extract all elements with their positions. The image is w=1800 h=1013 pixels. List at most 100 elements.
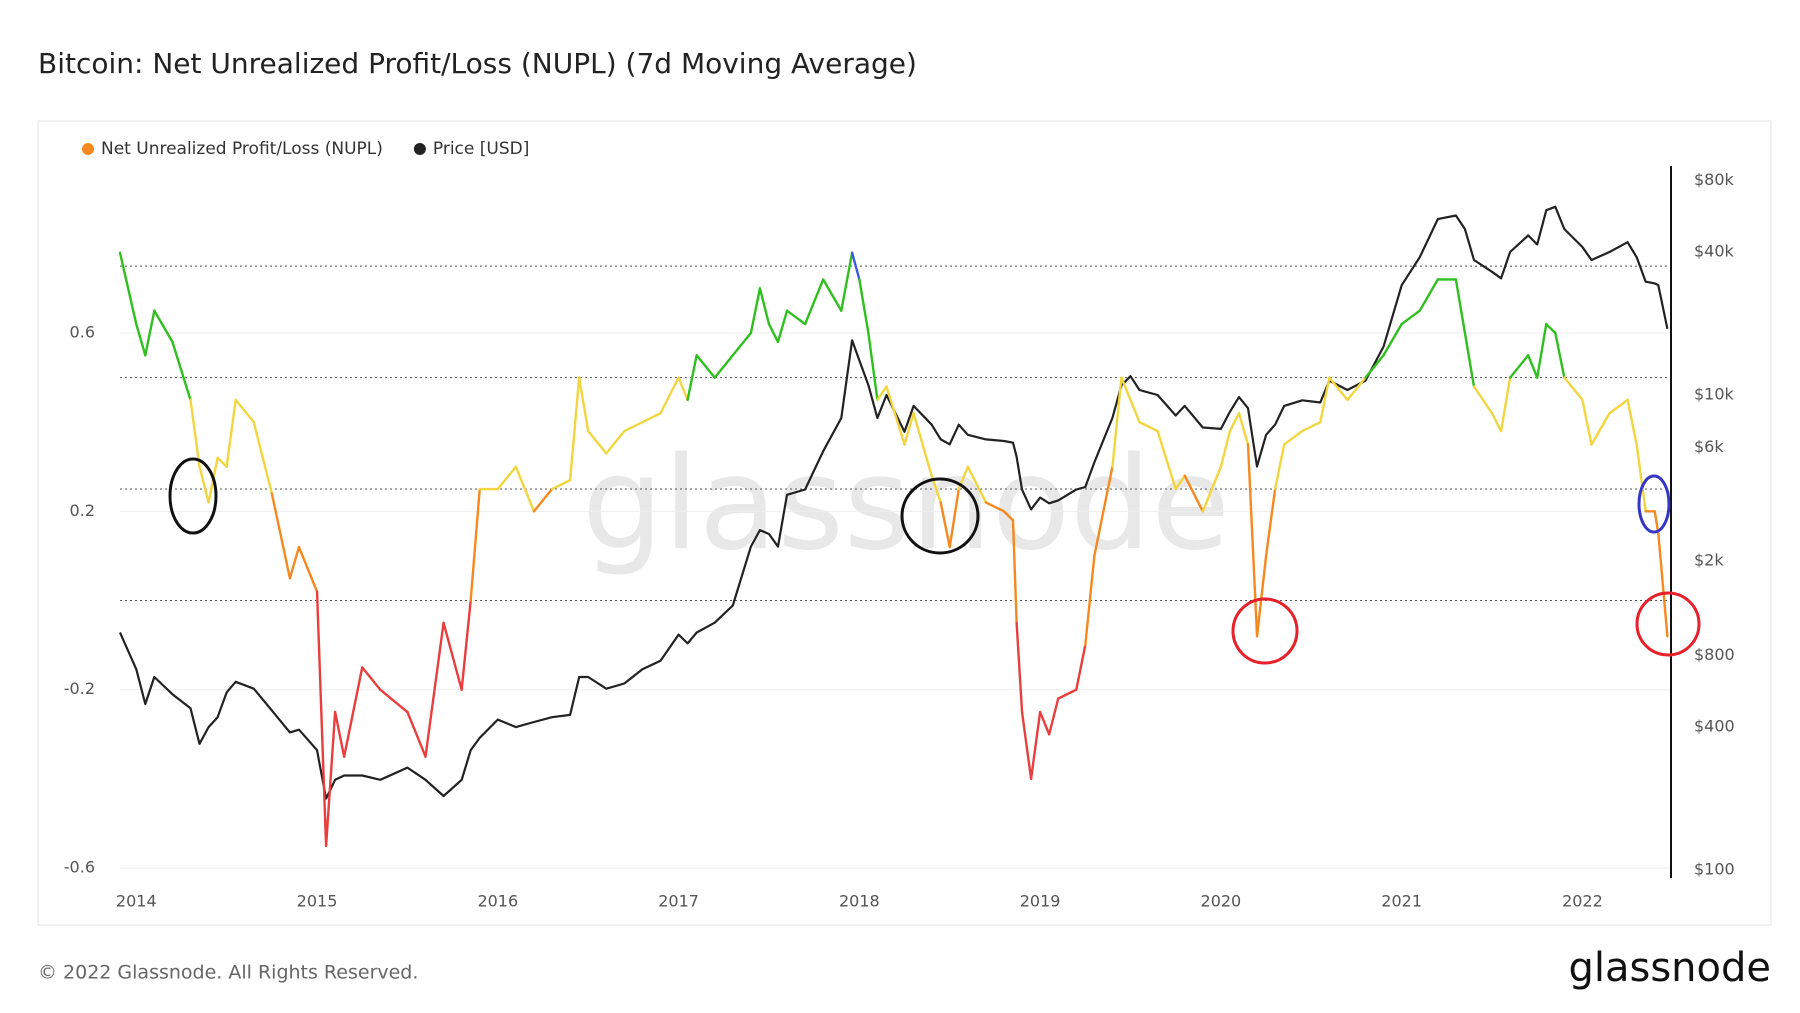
nupl-segment — [1657, 532, 1669, 638]
x-tick-label: 2020 — [1201, 892, 1242, 911]
nupl-segment — [1590, 412, 1611, 446]
y2-tick-label: $800 — [1694, 645, 1735, 664]
annotation-circle — [1637, 474, 1671, 534]
x-tick-label: 2017 — [658, 892, 699, 911]
nupl-segment — [966, 465, 988, 504]
nupl-segment — [623, 420, 644, 433]
nupl-segment — [731, 331, 753, 357]
nupl-segment — [840, 251, 854, 312]
y-tick-label: -0.2 — [64, 679, 95, 698]
nupl-segment — [1129, 398, 1141, 424]
nupl-segment — [568, 376, 581, 482]
nupl-segment — [912, 412, 933, 477]
nupl-segment — [406, 710, 427, 758]
nupl-segment — [586, 429, 608, 455]
nupl-segment — [442, 621, 463, 691]
nupl-segment — [496, 465, 518, 491]
nupl-segment — [1626, 398, 1638, 446]
nupl-segment — [867, 331, 879, 402]
nupl-segment — [695, 354, 716, 379]
nupl-segment — [1002, 510, 1015, 522]
nupl-segment — [1418, 278, 1440, 312]
nupl-segment — [605, 429, 626, 455]
x-tick-label: 2019 — [1020, 892, 1061, 911]
nupl-segment — [758, 287, 771, 326]
nupl-segment — [1554, 331, 1566, 379]
nupl-segment — [297, 545, 319, 593]
nupl-segment — [216, 456, 228, 468]
plot — [118, 205, 1669, 847]
nupl-segment — [469, 487, 481, 602]
nupl-segment — [785, 309, 807, 326]
chart-frame — [37, 120, 1772, 926]
nupl-segment — [1183, 474, 1205, 513]
nupl-segment — [1536, 322, 1548, 379]
nupl-segment — [1282, 429, 1304, 446]
nupl-segment — [153, 309, 174, 344]
nupl-segment — [361, 666, 382, 691]
y-tick-label: -0.6 — [64, 858, 95, 877]
nupl-segment — [189, 398, 201, 468]
annotation-circle — [900, 477, 980, 555]
x-tick-label: 2021 — [1381, 892, 1422, 911]
nupl-segment — [803, 278, 825, 326]
nupl-segment — [1454, 278, 1467, 335]
nupl-segment — [1011, 519, 1018, 625]
nupl-segment — [1526, 354, 1539, 379]
nupl-segment — [1111, 376, 1123, 468]
nupl-segment — [939, 501, 951, 549]
legend: Net Unrealized Profit/Loss (NUPL) Price [… — [82, 139, 529, 159]
nupl-segment — [1084, 554, 1096, 647]
nupl-segment — [1255, 554, 1268, 638]
nupl-segment — [948, 487, 960, 549]
nupl-segment — [749, 287, 762, 335]
nupl-segment — [514, 465, 536, 513]
nupl-segment — [1237, 412, 1250, 446]
nupl-segment — [1156, 429, 1177, 491]
nupl-segment — [1635, 443, 1647, 513]
y2-tick-label: $100 — [1694, 860, 1735, 879]
nupl-segment — [532, 487, 554, 513]
nupl-segment — [876, 385, 888, 402]
y2-tick-label: $10k — [1694, 385, 1735, 404]
nupl-segment — [550, 478, 572, 491]
nupl-segment — [1038, 710, 1051, 736]
x-tick-label: 2022 — [1562, 892, 1603, 911]
nupl-segment — [1219, 429, 1232, 468]
nupl-segment — [315, 590, 328, 847]
nupl-segment — [424, 621, 445, 758]
nupl-segment — [659, 376, 680, 415]
nupl-segment — [858, 278, 870, 335]
nupl-segment — [1508, 354, 1530, 379]
nupl-segment — [1581, 398, 1593, 446]
nupl-segment — [1228, 412, 1241, 433]
annotation-circle — [168, 457, 218, 535]
nupl-segment — [1328, 376, 1349, 402]
nupl-segment — [324, 710, 337, 847]
nupl-segment — [984, 501, 1006, 513]
y2-tick-label: $80k — [1694, 170, 1735, 189]
nupl-segment — [270, 492, 292, 580]
legend-label: Price [USD] — [433, 139, 529, 159]
nupl-segment — [144, 309, 156, 357]
x-tick-label: 2016 — [477, 892, 518, 911]
y-tick-label: 0.2 — [70, 501, 95, 520]
nupl-segment — [767, 322, 780, 344]
annotation-circle — [1635, 591, 1701, 657]
grid: 0.6 0.2 -0.2 -0.6 $80k $40k $10k $6k $2k $800 $400… — [64, 170, 1735, 911]
annotation-circle — [1231, 597, 1299, 665]
nupl-segment — [713, 354, 735, 379]
y2-tick-label: $40k — [1694, 241, 1735, 260]
nupl-segment — [577, 376, 590, 433]
nupl-segment — [1015, 621, 1024, 714]
nupl-segment — [641, 412, 662, 424]
nupl-segment — [686, 354, 698, 402]
nupl-segment — [118, 251, 138, 326]
nupl-segment — [252, 420, 274, 495]
nupl-segment — [1201, 465, 1223, 513]
nupl-segment — [1174, 474, 1186, 491]
logo: glassnode — [1568, 945, 1771, 991]
nupl-segment — [1047, 697, 1060, 736]
